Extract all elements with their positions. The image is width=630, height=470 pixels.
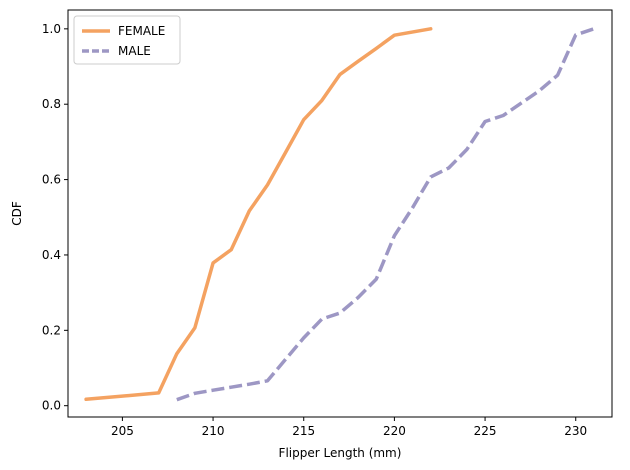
x-tick-label: 210 bbox=[202, 424, 225, 438]
x-axis-title: Flipper Length (mm) bbox=[279, 446, 402, 460]
y-tick-label: 0.2 bbox=[42, 323, 61, 337]
y-axis-title: CDF bbox=[10, 201, 24, 226]
legend: FEMALE MALE bbox=[73, 15, 181, 65]
y-tick-label: 0.6 bbox=[42, 173, 61, 187]
legend-label-male: MALE bbox=[118, 44, 151, 58]
legend-label-female: FEMALE bbox=[118, 24, 165, 38]
y-tick-label: 0.4 bbox=[42, 248, 61, 262]
x-tick-label: 230 bbox=[564, 424, 587, 438]
legend-box bbox=[73, 15, 181, 65]
y-tick-label: 1.0 bbox=[42, 22, 61, 36]
x-tick-label: 215 bbox=[292, 424, 315, 438]
plot-area bbox=[84, 27, 595, 402]
series-line-female bbox=[84, 27, 433, 402]
series-line-male bbox=[176, 27, 595, 402]
y-tick-label: 0.0 bbox=[42, 399, 61, 413]
x-tick-label: 225 bbox=[474, 424, 497, 438]
plot-frame bbox=[67, 9, 613, 418]
y-tick-label: 0.8 bbox=[42, 97, 61, 111]
x-tick-label: 205 bbox=[111, 424, 134, 438]
axes: 205 210 215 220 225 230 0.0 0.2 0.4 0.6 0.8 1.0 Flip… bbox=[10, 9, 613, 460]
x-tick-label: 220 bbox=[383, 424, 406, 438]
